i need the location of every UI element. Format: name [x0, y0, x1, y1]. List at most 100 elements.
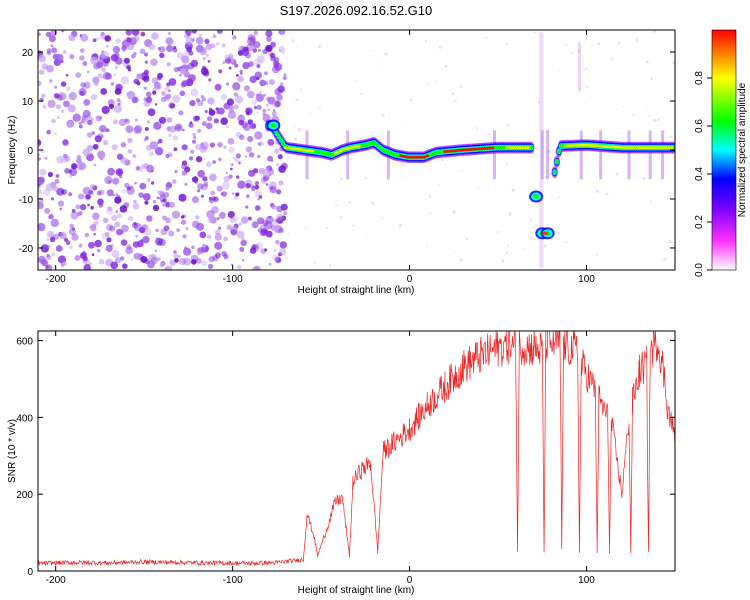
noise-blob	[248, 216, 252, 221]
colorbar-tick-label: 0.8	[694, 71, 705, 85]
noise-blob	[201, 97, 206, 102]
noise-blob	[232, 82, 241, 91]
noise-blob	[42, 104, 47, 109]
noise-blob	[187, 33, 191, 37]
noise-blob	[162, 198, 167, 203]
noise-blob	[101, 232, 109, 240]
ridge-core	[483, 147, 487, 150]
noise-speck	[657, 118, 660, 122]
noise-blob	[85, 194, 91, 200]
noise-blob	[80, 252, 87, 259]
noise-blob	[162, 215, 167, 221]
noise-blob	[75, 204, 81, 210]
ridge-core	[462, 148, 466, 152]
noise-speck	[558, 196, 561, 198]
noise-blob	[194, 181, 198, 185]
noise-speck	[570, 51, 573, 55]
noise-blob	[181, 55, 190, 64]
noise-blob	[44, 207, 51, 214]
noise-speck	[285, 257, 289, 260]
noise-blob	[189, 100, 196, 107]
noise-blob	[119, 256, 125, 261]
noise-blob	[105, 72, 113, 80]
noise-speck	[543, 244, 547, 248]
noise-blob	[197, 189, 201, 193]
noise-blob	[143, 86, 148, 90]
noise-blob	[224, 54, 230, 60]
colorbar-tick-label: 0.4	[694, 167, 705, 181]
noise-speck	[384, 52, 388, 56]
noise-blob	[94, 135, 102, 143]
ridge-core	[653, 146, 658, 150]
noise-speck	[299, 88, 303, 92]
noise-blob	[121, 224, 129, 233]
ridge-core	[656, 146, 660, 150]
noise-blob	[119, 100, 123, 104]
noise-blob	[145, 96, 153, 104]
ridge-core	[346, 146, 351, 150]
noise-blob	[168, 102, 175, 109]
noise-blob	[156, 85, 162, 90]
noise-blob	[93, 220, 99, 226]
noise-blob	[256, 104, 262, 110]
noise-speck	[564, 43, 567, 47]
noise-speck	[360, 93, 363, 96]
noise-blob	[169, 202, 174, 207]
y-tick-label: 200	[16, 490, 33, 501]
noise-speck	[352, 224, 355, 227]
noise-blob	[190, 149, 195, 154]
noise-blob	[120, 239, 128, 246]
snr-y-ticks: 0 200 400 600	[16, 337, 675, 578]
colorbar-tick-label: 0.6	[694, 119, 705, 133]
snr-y-label: SNR (10 * v/v)	[7, 419, 18, 483]
noise-blob	[251, 221, 259, 229]
noise-blob	[38, 54, 46, 63]
noise-blob	[265, 30, 273, 38]
noise-speck	[428, 212, 432, 215]
colorbar: 0.0 0.2 0.4 0.6 0.8 Normalized spectral ampl…	[694, 29, 748, 277]
noise-blob	[247, 135, 254, 143]
noise-blob	[172, 47, 178, 53]
noise-blob	[182, 234, 187, 239]
noise-blob	[173, 67, 179, 73]
noise-blob	[165, 186, 170, 191]
noise-blob	[198, 247, 206, 255]
noise-blob	[228, 174, 233, 179]
noise-blob	[97, 133, 104, 140]
noise-blob	[266, 36, 272, 42]
noise-speck	[646, 155, 649, 157]
noise-blob	[195, 215, 200, 220]
noise-blob	[82, 148, 91, 157]
noise-blob	[41, 93, 46, 98]
x-tick-label: -200	[46, 575, 66, 586]
noise-blob	[150, 181, 155, 185]
ridge-band	[281, 141, 285, 146]
spectrogram-ridge	[264, 32, 675, 268]
noise-blob	[188, 122, 194, 128]
noise-blob	[131, 30, 140, 36]
noise-speck	[348, 200, 352, 204]
noise-speck	[497, 231, 500, 234]
noise-blob	[151, 32, 159, 40]
noise-speck	[297, 127, 302, 132]
x-tick-label: -100	[223, 274, 243, 285]
colorbar-label: Normalized spectral amplitude	[737, 82, 748, 217]
noise-blob	[143, 138, 147, 142]
noise-blob	[246, 43, 255, 52]
noise-blob	[152, 199, 157, 204]
noise-speck	[303, 138, 306, 141]
noise-blob	[60, 109, 65, 113]
noise-blob	[234, 95, 244, 104]
noise-blob	[45, 183, 54, 192]
noise-blob	[89, 184, 96, 190]
ridge-core	[477, 147, 482, 151]
noise-speck	[287, 232, 290, 235]
noise-blob	[68, 192, 73, 197]
noise-blob	[262, 108, 267, 113]
noise-blob	[257, 55, 265, 64]
noise-blob	[265, 183, 269, 186]
noise-blob	[245, 183, 251, 189]
noise-blob	[283, 211, 288, 216]
noise-speck	[585, 85, 589, 88]
noise-blob	[276, 216, 284, 224]
